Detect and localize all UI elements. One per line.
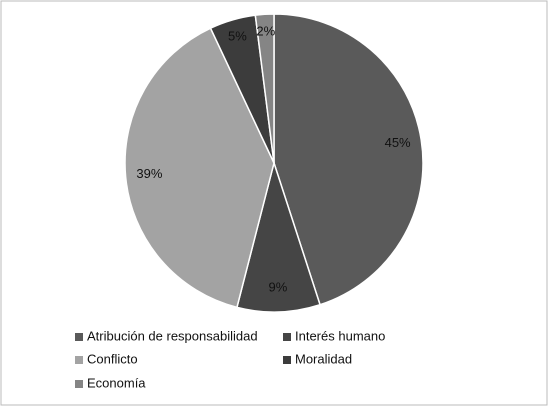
pie-slice <box>273 13 424 306</box>
legend-swatch <box>283 356 291 364</box>
legend-swatch <box>75 356 83 364</box>
data-label: 5% <box>228 29 247 44</box>
legend-label: Economía <box>87 375 146 390</box>
legend-label: Interés humano <box>295 328 385 343</box>
legend-label: Atribución de responsabilidad <box>87 328 258 343</box>
pie-slice <box>124 27 275 309</box>
legend-swatch <box>283 333 291 341</box>
data-label: 39% <box>136 166 162 181</box>
legend-swatch <box>75 380 83 388</box>
pie-slice <box>236 160 321 313</box>
pie-slice <box>254 13 275 164</box>
data-label: 9% <box>269 280 288 295</box>
legend-label: Conflicto <box>87 351 138 366</box>
data-label: 2% <box>256 24 275 39</box>
legend-swatch <box>75 333 83 341</box>
data-label: 45% <box>385 135 411 150</box>
legend-label: Moralidad <box>295 351 352 366</box>
